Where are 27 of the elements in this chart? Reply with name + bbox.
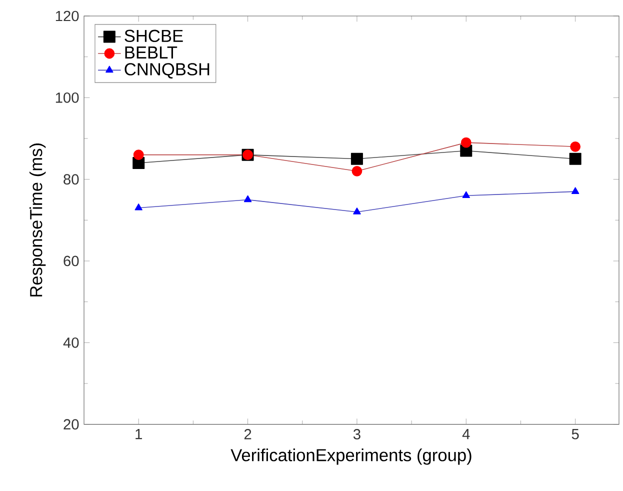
legend-label: SHCBE bbox=[124, 30, 183, 42]
point bbox=[134, 204, 142, 210]
y-tick-label: 120 bbox=[56, 10, 79, 22]
y-tick-label: 40 bbox=[63, 337, 79, 348]
x-axis-title: VerificationExperiments (group) bbox=[230, 448, 472, 465]
point bbox=[133, 150, 144, 160]
point bbox=[460, 137, 472, 148]
point bbox=[462, 191, 470, 198]
y-tick-label: 80 bbox=[64, 174, 79, 185]
point bbox=[353, 208, 361, 214]
x-tick-label: 4 bbox=[462, 429, 470, 440]
y-tick-label: 60 bbox=[64, 256, 79, 266]
point bbox=[570, 141, 581, 152]
point bbox=[352, 166, 362, 176]
x-tick-label: 1 bbox=[136, 429, 142, 440]
point bbox=[350, 152, 363, 165]
x-tick-label: 2 bbox=[244, 429, 252, 440]
y-tick-label: 20 bbox=[64, 419, 79, 430]
point bbox=[569, 152, 582, 165]
y-tick-label: 100 bbox=[56, 92, 79, 103]
x-tick-label: 3 bbox=[353, 429, 360, 440]
point bbox=[571, 187, 580, 194]
legend-label: CNNQBSH bbox=[124, 63, 210, 79]
point bbox=[244, 195, 252, 202]
y-axis-title: ResponseTime (ms) bbox=[30, 144, 46, 296]
legend-label: BEBLT bbox=[125, 46, 178, 58]
x-tick-label: 5 bbox=[572, 429, 579, 440]
